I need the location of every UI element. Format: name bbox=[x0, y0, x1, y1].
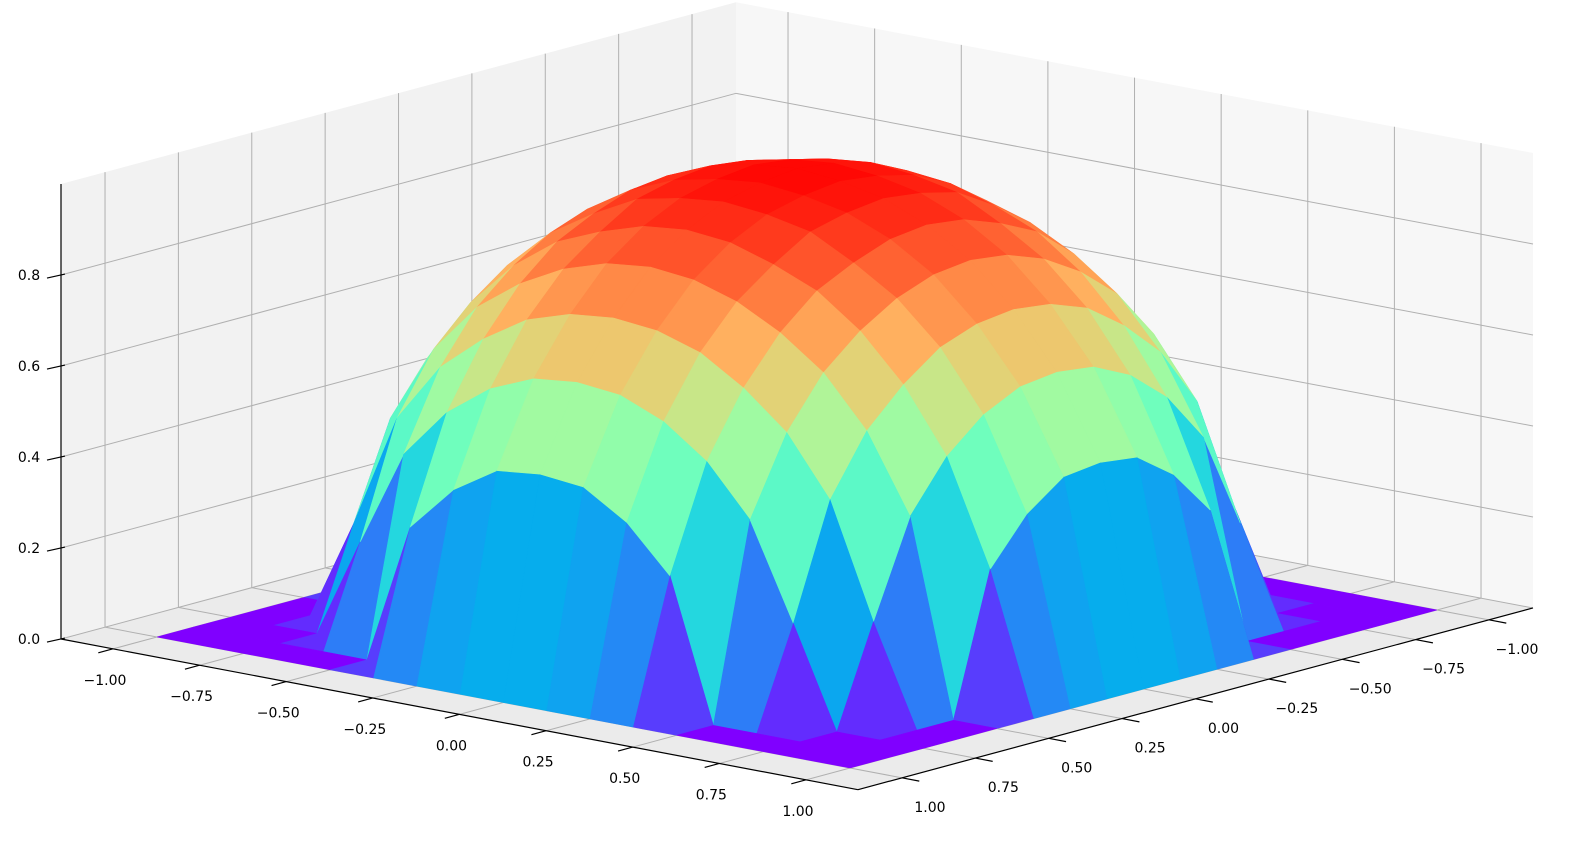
y-axis-line bbox=[857, 607, 1534, 791]
y-tick bbox=[1195, 698, 1213, 703]
x-tick bbox=[531, 730, 547, 736]
y-tick bbox=[1415, 638, 1434, 644]
y-tick bbox=[1488, 619, 1507, 624]
x-tick-label: 0.25 bbox=[523, 755, 554, 771]
z-tick bbox=[46, 273, 66, 279]
y-tick-label: −1.00 bbox=[1496, 642, 1539, 658]
x-tick bbox=[358, 697, 374, 703]
surface-face bbox=[806, 749, 887, 769]
x-tick bbox=[791, 779, 807, 785]
z-tick bbox=[46, 364, 66, 370]
y-tick bbox=[1342, 658, 1360, 664]
x-tick bbox=[184, 664, 200, 670]
grid-line bbox=[60, 92, 737, 276]
x-tick-label: 1.00 bbox=[782, 804, 813, 820]
y-tick-label: 0.50 bbox=[1061, 760, 1092, 776]
x-tick-label: −0.50 bbox=[257, 706, 300, 722]
x-tick-label: −0.25 bbox=[343, 722, 386, 738]
x-tick-label: 0.50 bbox=[609, 771, 640, 787]
z-tick-label: 0.0 bbox=[18, 632, 40, 648]
x-tick bbox=[271, 681, 287, 687]
x-tick bbox=[98, 648, 114, 654]
grid-line bbox=[735, 92, 1534, 245]
z-tick-label: 0.6 bbox=[18, 359, 40, 375]
x-tick-label: −1.00 bbox=[84, 673, 127, 689]
y-tick-label: 1.00 bbox=[914, 800, 945, 816]
z-tick bbox=[46, 455, 66, 461]
y-tick-label: −0.50 bbox=[1349, 681, 1392, 697]
x-tick bbox=[704, 762, 720, 769]
x-tick-label: 0.00 bbox=[436, 738, 467, 754]
z-tick bbox=[46, 546, 66, 552]
y-tick-label: 0.00 bbox=[1208, 721, 1239, 737]
y-tick-label: −0.75 bbox=[1422, 662, 1465, 678]
y-tick bbox=[901, 777, 920, 782]
x-tick bbox=[444, 713, 460, 719]
y-tick bbox=[1048, 737, 1067, 743]
y-tick bbox=[975, 757, 993, 762]
x-tick-label: 0.75 bbox=[696, 787, 727, 803]
y-tick bbox=[1121, 717, 1140, 723]
x-tick bbox=[617, 746, 633, 752]
y-tick-label: 0.25 bbox=[1135, 741, 1166, 757]
z-tick-label: 0.4 bbox=[18, 450, 40, 466]
z-tick bbox=[46, 637, 66, 643]
y-tick-label: 0.75 bbox=[988, 780, 1019, 796]
y-tick-label: −0.25 bbox=[1275, 701, 1318, 717]
z-tick-label: 0.8 bbox=[18, 268, 40, 284]
x-tick-label: −0.75 bbox=[170, 689, 213, 705]
z-tick-label: 0.2 bbox=[18, 541, 40, 557]
y-tick bbox=[1268, 678, 1287, 683]
